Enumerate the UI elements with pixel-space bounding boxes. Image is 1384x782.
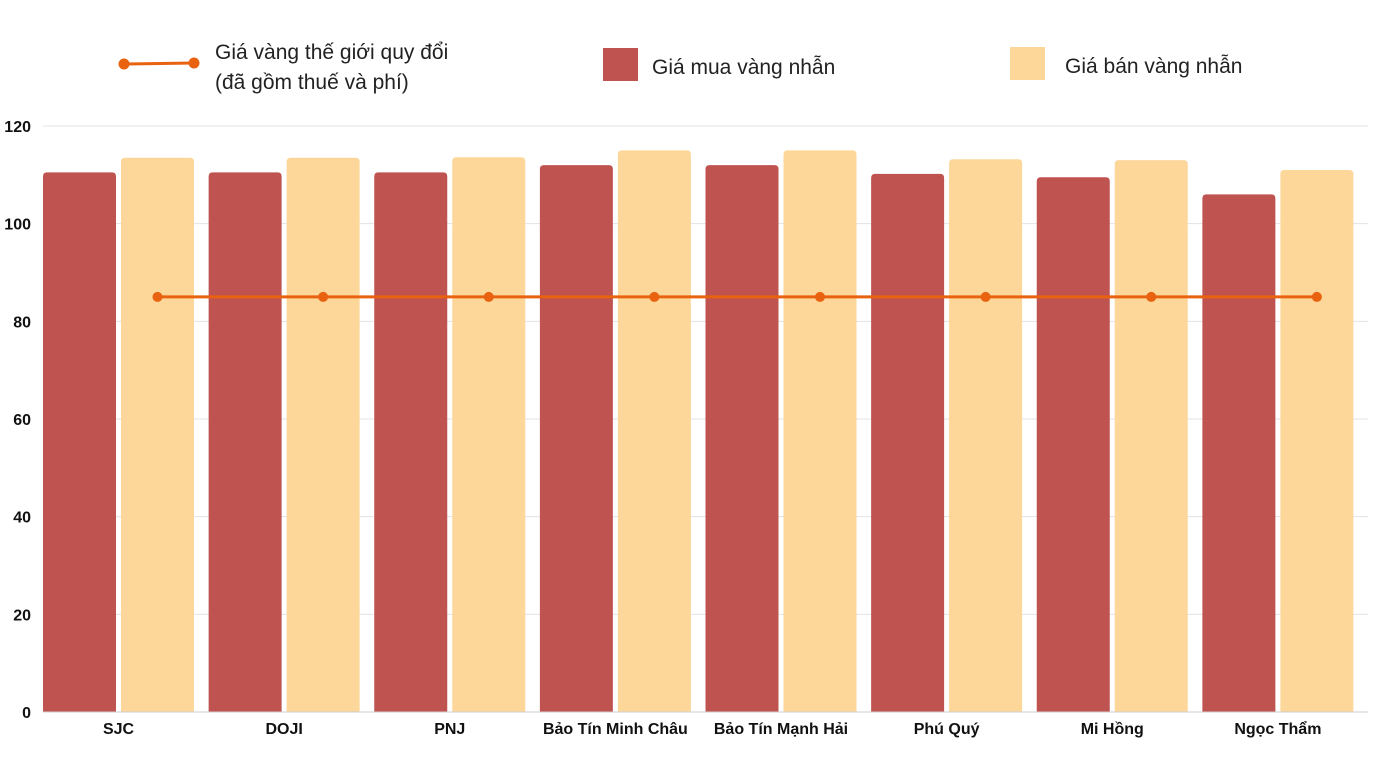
world-price-point (1146, 291, 1157, 302)
bar-sell (617, 150, 691, 712)
bar-buy (43, 172, 116, 712)
x-category-label: Bảo Tín Mạnh Hải (714, 721, 848, 738)
y-tick-label: 40 (13, 510, 31, 527)
x-category-label: Mi Hồng (1081, 721, 1144, 738)
bar-sell (949, 159, 1023, 712)
y-tick-label: 0 (22, 705, 31, 722)
x-category-label: DOJI (265, 721, 302, 738)
legend-item-sell: Giá bán vàng nhẫn (1010, 47, 1242, 80)
world-price-point (980, 291, 991, 302)
x-category-label: Phú Quý (914, 721, 980, 738)
legend-line-label-1: Giá vàng thế giới quy đổi (215, 41, 448, 64)
bar-buy (539, 165, 613, 713)
legend: Giá vàng thế giới quy đổi (đã gồm thuế v… (118, 41, 1242, 94)
bar-sell (452, 157, 526, 713)
legend-line-marker (118, 58, 130, 70)
x-category-label: Ngọc Thẩm (1234, 720, 1321, 738)
legend-line-marker (188, 57, 200, 69)
line-series (152, 291, 1322, 302)
legend-sell-swatch (1010, 47, 1045, 80)
y-tick-label: 100 (4, 217, 31, 234)
legend-line-swatch (123, 61, 195, 66)
world-price-point (1311, 291, 1322, 302)
y-tick-label: 120 (4, 119, 31, 136)
bar-sell (1114, 160, 1188, 712)
y-tick-label: 20 (13, 607, 31, 624)
world-price-point (815, 291, 825, 302)
bar-buy (374, 172, 448, 712)
bars (43, 150, 1368, 713)
legend-buy-swatch (603, 48, 638, 81)
bar-buy (1202, 194, 1276, 712)
bar-buy (871, 173, 945, 712)
x-axis-labels: SJC DOJI PNJ Bảo Tín Minh Châu Bảo Tín Mạnh … (103, 720, 1322, 738)
x-category-label: Bảo Tín Minh Châu (543, 721, 688, 738)
legend-sell-label: Giá bán vàng nhẫn (1065, 55, 1242, 78)
legend-item-buy: Giá mua vàng nhẫn (603, 48, 835, 81)
bar-sell (121, 157, 194, 712)
x-category-label: SJC (103, 721, 135, 738)
bar-sell (1280, 169, 1354, 712)
y-axis-ticks: 0 20 40 60 80 100 120 (4, 119, 31, 722)
bar-buy (1036, 177, 1110, 712)
world-price-point (649, 291, 660, 302)
bar-buy (208, 172, 282, 712)
y-tick-label: 80 (13, 314, 31, 331)
y-tick-label: 60 (13, 412, 31, 429)
world-price-point (152, 291, 163, 302)
bar-buy (705, 165, 779, 713)
legend-line-label-2: (đã gồm thuế và phí) (215, 71, 409, 94)
legend-buy-label: Giá mua vàng nhẫn (652, 56, 835, 79)
bar-sell (286, 157, 360, 712)
legend-item-line: Giá vàng thế giới quy đổi (đã gồm thuế v… (118, 41, 448, 94)
bar-sell (783, 150, 857, 712)
world-price-point (483, 291, 494, 302)
world-price-point (318, 291, 329, 302)
x-category-label: PNJ (434, 721, 465, 738)
